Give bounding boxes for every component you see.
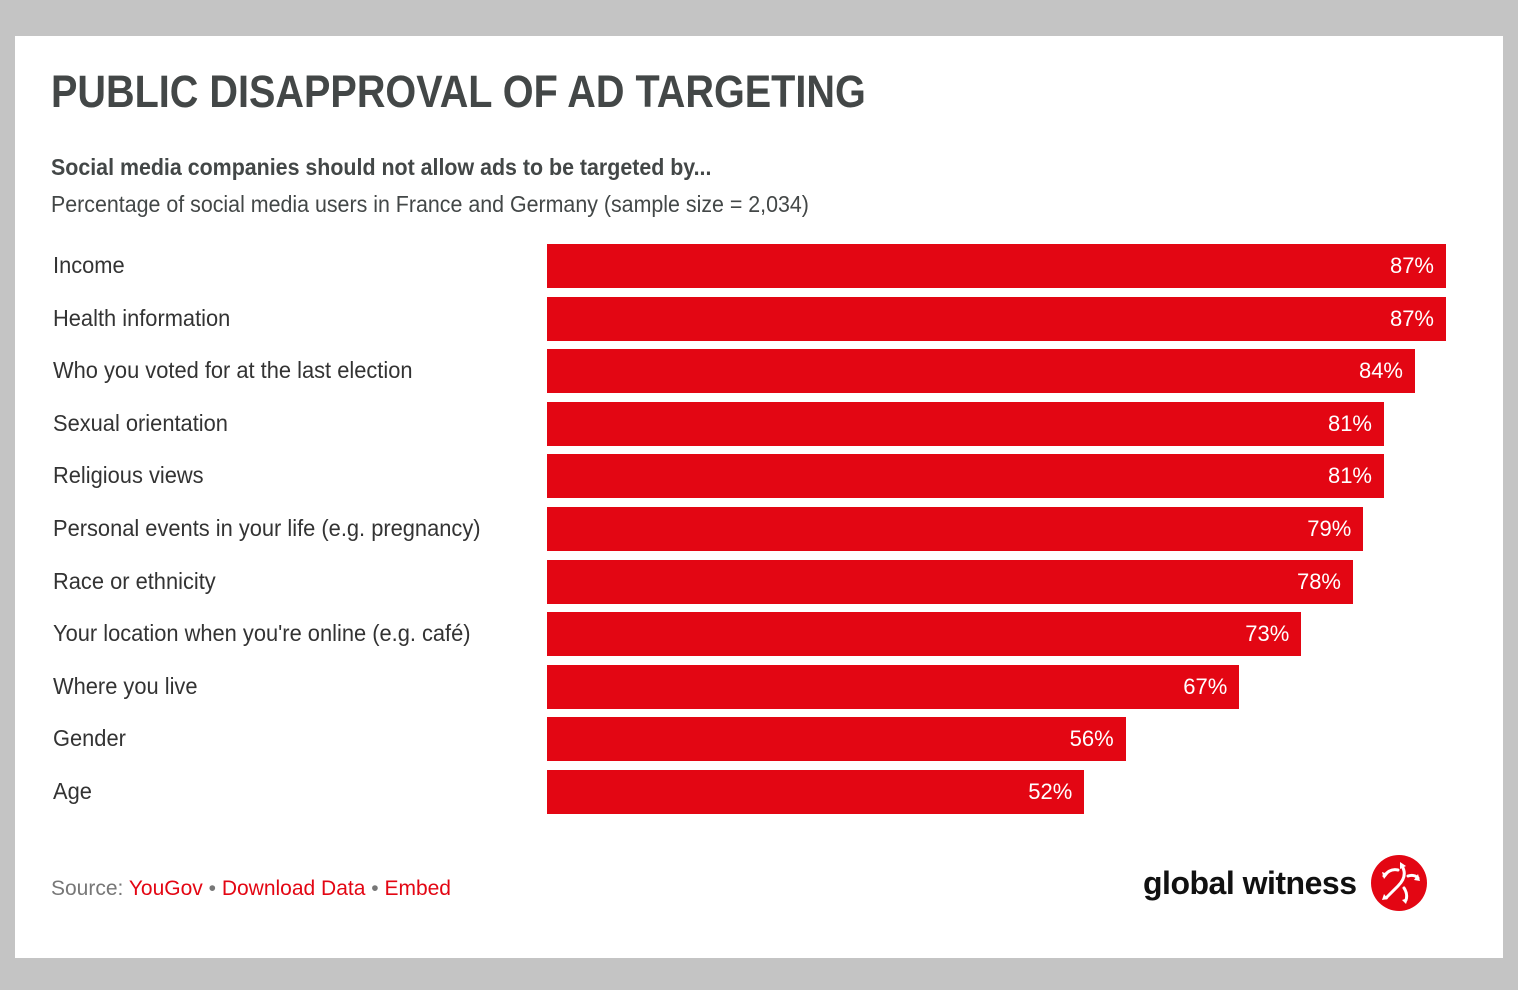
bar: 87% bbox=[547, 244, 1446, 288]
download-data-link[interactable]: Download Data bbox=[221, 877, 366, 900]
category-label: Where you live bbox=[53, 672, 198, 699]
category-label: Health information bbox=[53, 304, 231, 331]
value-label: 81% bbox=[1327, 410, 1372, 436]
chart-subtitle: Social media companies should not allow … bbox=[51, 154, 712, 180]
category-label: Race or ethnicity bbox=[53, 567, 216, 594]
chart-title: PUBLIC DISAPPROVAL OF AD TARGETING bbox=[51, 66, 866, 117]
bar-row: Where you live 67% bbox=[15, 664, 1503, 709]
source-link[interactable]: YouGov bbox=[128, 877, 203, 900]
bar-row: Age 52% bbox=[15, 770, 1503, 814]
bar-row: Religious views 81% bbox=[15, 454, 1503, 499]
category-label: Sexual orientation bbox=[53, 409, 228, 436]
bar: 56% bbox=[547, 717, 1126, 762]
bar-row: Personal events in your life (e.g. pregn… bbox=[15, 507, 1503, 551]
separator: • bbox=[365, 877, 385, 900]
category-label: Age bbox=[53, 778, 92, 804]
category-label: Your location when you're online (e.g. c… bbox=[53, 620, 471, 647]
bar-row: Who you voted for at the last election 84… bbox=[15, 349, 1503, 394]
value-label: 87% bbox=[1389, 305, 1434, 331]
category-label: Income bbox=[53, 252, 125, 278]
bar-row: Your location when you're online (e.g. c… bbox=[15, 612, 1503, 657]
global-witness-logo: global witness bbox=[1143, 854, 1428, 912]
bar: 81% bbox=[547, 401, 1384, 446]
bar: 73% bbox=[547, 612, 1302, 657]
footer: Source: YouGov • Download Data • Embed bbox=[51, 877, 451, 901]
source-label: Source: bbox=[51, 877, 129, 900]
separator: • bbox=[202, 877, 222, 900]
value-label: 67% bbox=[1183, 673, 1228, 699]
value-label: 56% bbox=[1069, 726, 1114, 752]
embed-link[interactable]: Embed bbox=[384, 877, 451, 900]
category-label: Who you voted for at the last election bbox=[53, 357, 413, 384]
value-label: 84% bbox=[1358, 358, 1403, 384]
value-label: 87% bbox=[1389, 253, 1434, 278]
bar-row: Race or ethnicity 78% bbox=[15, 559, 1503, 604]
bar-row: Gender 56% bbox=[15, 717, 1503, 762]
value-label: 73% bbox=[1245, 621, 1290, 647]
logo-wordmark: global witness bbox=[1143, 864, 1357, 901]
bar: 87% bbox=[547, 296, 1446, 341]
value-label: 78% bbox=[1296, 568, 1341, 594]
logo-emblem-icon bbox=[1371, 855, 1428, 911]
value-label: 52% bbox=[1028, 779, 1073, 804]
category-label: Gender bbox=[53, 725, 126, 752]
category-label: Personal events in your life (e.g. pregn… bbox=[53, 515, 481, 541]
bar: 78% bbox=[547, 559, 1353, 604]
bar: 84% bbox=[547, 349, 1415, 394]
bar: 81% bbox=[547, 454, 1384, 499]
bar: 67% bbox=[547, 664, 1240, 709]
chart-description: Percentage of social media users in Fran… bbox=[51, 191, 809, 217]
value-label: 81% bbox=[1327, 463, 1372, 489]
bar-row: Income 87% bbox=[15, 244, 1503, 288]
bar-row: Sexual orientation 81% bbox=[15, 401, 1503, 446]
category-label: Religious views bbox=[53, 462, 204, 489]
bar: 52% bbox=[547, 770, 1085, 814]
bar-row: Health information 87% bbox=[15, 296, 1503, 341]
bar: 79% bbox=[547, 507, 1364, 551]
chart-card: PUBLIC DISAPPROVAL OF AD TARGETING Socia… bbox=[15, 36, 1503, 958]
value-label: 79% bbox=[1307, 516, 1352, 541]
